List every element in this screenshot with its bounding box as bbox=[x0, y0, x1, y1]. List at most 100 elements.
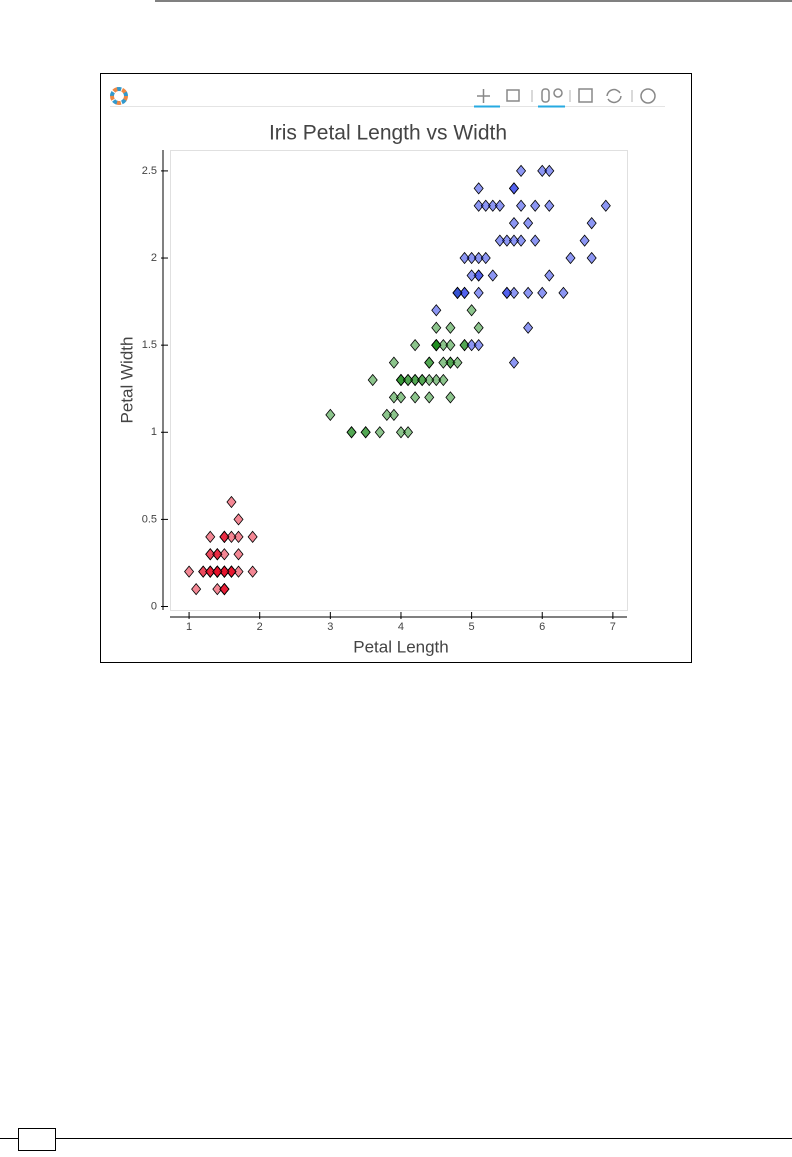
point bbox=[374, 426, 385, 439]
y-tick-label: 0.5 bbox=[142, 513, 157, 525]
point bbox=[226, 530, 237, 543]
lasso-tool[interactable] bbox=[553, 88, 563, 98]
point bbox=[445, 339, 456, 352]
point bbox=[219, 582, 230, 596]
y-tick-label: 1.5 bbox=[142, 339, 157, 351]
point bbox=[473, 269, 484, 282]
point bbox=[452, 356, 463, 369]
point bbox=[530, 234, 541, 247]
point bbox=[226, 565, 237, 578]
point bbox=[508, 286, 520, 300]
point bbox=[537, 164, 548, 178]
point bbox=[381, 408, 392, 421]
point bbox=[508, 356, 520, 369]
point bbox=[466, 269, 477, 282]
point bbox=[395, 426, 406, 439]
point bbox=[395, 391, 406, 404]
y-tick-label: 2.5 bbox=[142, 165, 157, 177]
x-axis-label: Petal Length bbox=[353, 637, 448, 656]
point bbox=[438, 339, 449, 352]
point bbox=[205, 565, 216, 578]
point bbox=[445, 356, 456, 369]
point bbox=[431, 339, 442, 352]
point bbox=[205, 548, 216, 561]
pan-tool[interactable] bbox=[477, 89, 490, 103]
point bbox=[523, 217, 534, 230]
point bbox=[445, 391, 456, 404]
point bbox=[544, 269, 555, 282]
point bbox=[219, 530, 230, 543]
point bbox=[431, 373, 442, 387]
x-tick-label: 4 bbox=[398, 621, 404, 633]
point bbox=[530, 199, 541, 212]
point bbox=[579, 234, 590, 247]
point bbox=[466, 251, 477, 265]
reset-tool[interactable] bbox=[606, 88, 622, 104]
wheel-zoom-tool[interactable] bbox=[541, 88, 550, 103]
point bbox=[445, 321, 456, 334]
point bbox=[219, 565, 230, 578]
point bbox=[494, 234, 505, 247]
plot-frame bbox=[170, 150, 628, 611]
point bbox=[388, 408, 399, 421]
point bbox=[501, 286, 512, 300]
point bbox=[410, 391, 421, 404]
x-tick-label: 7 bbox=[610, 621, 616, 633]
point bbox=[417, 373, 428, 387]
point bbox=[367, 373, 378, 387]
point bbox=[523, 321, 534, 334]
point bbox=[212, 548, 223, 561]
point bbox=[360, 426, 371, 439]
point bbox=[480, 199, 491, 212]
point bbox=[516, 199, 527, 212]
point bbox=[233, 513, 244, 526]
box-zoom-tool[interactable] bbox=[506, 89, 520, 102]
point bbox=[473, 182, 484, 195]
point bbox=[586, 217, 597, 230]
save-tool[interactable] bbox=[578, 88, 593, 103]
x-tick-label: 2 bbox=[257, 621, 263, 633]
point bbox=[508, 234, 520, 247]
point bbox=[452, 286, 463, 300]
point bbox=[431, 321, 442, 334]
point bbox=[191, 582, 202, 596]
y-axis-label: Petal Width bbox=[117, 337, 136, 424]
point bbox=[212, 582, 223, 596]
point bbox=[466, 339, 477, 352]
point bbox=[516, 164, 527, 178]
page-number-box bbox=[18, 1128, 56, 1151]
point bbox=[198, 565, 209, 578]
y-tick-label: 0 bbox=[151, 600, 157, 612]
point bbox=[431, 304, 442, 317]
point bbox=[184, 565, 195, 578]
point bbox=[473, 286, 484, 300]
point bbox=[403, 373, 414, 387]
point bbox=[473, 339, 484, 352]
toolbar bbox=[110, 87, 665, 108]
chart-title: Iris Petal Length vs Width bbox=[269, 122, 507, 145]
x-tick-label: 6 bbox=[539, 621, 545, 633]
point bbox=[388, 356, 399, 369]
y-tick-label: 1 bbox=[151, 426, 157, 438]
point bbox=[544, 164, 555, 178]
point bbox=[247, 565, 258, 578]
point bbox=[233, 530, 244, 543]
point bbox=[226, 495, 237, 509]
point bbox=[233, 548, 244, 561]
point bbox=[459, 286, 470, 300]
help-tool[interactable] bbox=[640, 88, 656, 104]
figure-frame bbox=[100, 73, 692, 663]
point bbox=[473, 199, 484, 212]
point bbox=[205, 530, 216, 543]
point bbox=[473, 321, 484, 334]
x-tick-label: 3 bbox=[327, 621, 333, 633]
x-tick-label: 1 bbox=[186, 621, 192, 633]
logo bbox=[110, 87, 128, 105]
point bbox=[212, 565, 223, 578]
point bbox=[508, 217, 520, 230]
point bbox=[501, 234, 512, 247]
point bbox=[565, 251, 576, 265]
point bbox=[508, 182, 520, 195]
point bbox=[480, 251, 491, 265]
point bbox=[247, 530, 258, 543]
